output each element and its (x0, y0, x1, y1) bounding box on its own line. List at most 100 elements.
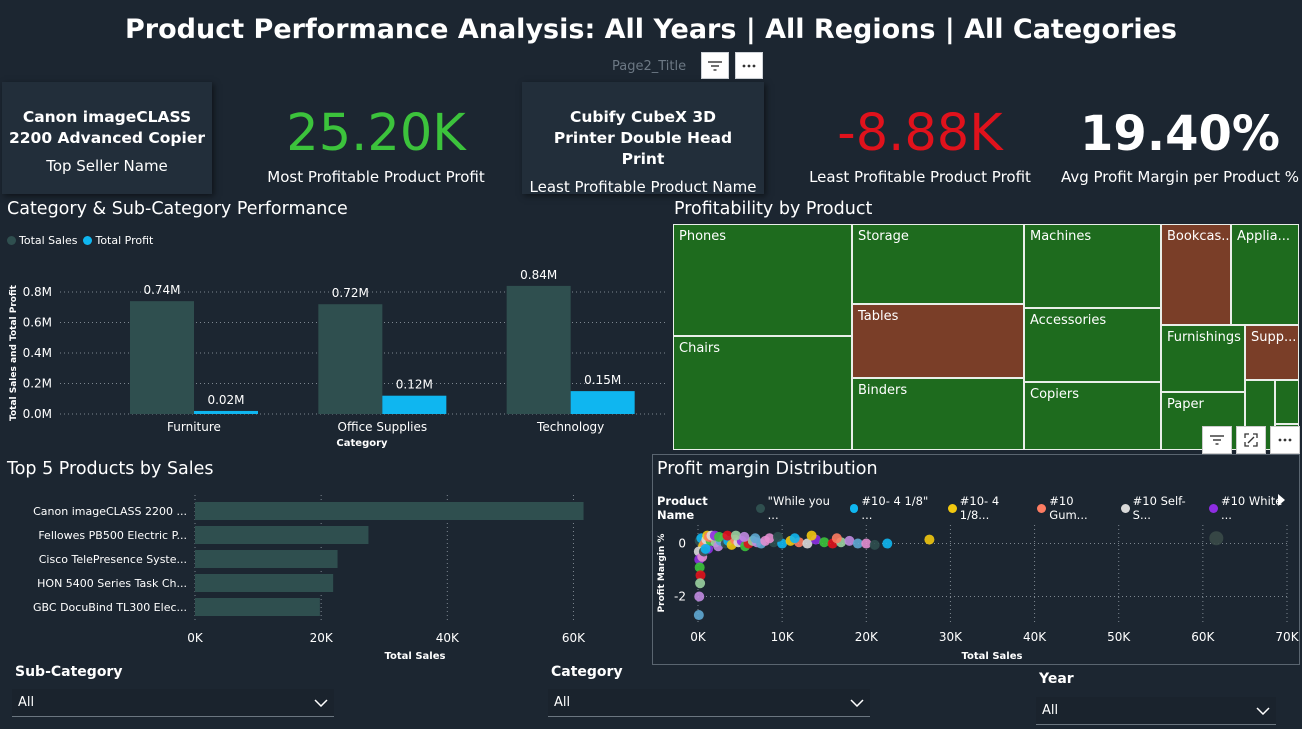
legend-dot (1209, 503, 1218, 513)
treemap-cell[interactable]: Phones (673, 224, 852, 336)
chevron-down-icon (850, 695, 864, 711)
product-bar[interactable] (195, 526, 369, 544)
treemap-cell[interactable]: Supp... (1245, 325, 1299, 380)
y-tick-label: 0.8M (23, 285, 52, 299)
x-tick-label: Office Supplies (338, 420, 428, 434)
profitability-treemap[interactable]: Phones Chairs Storage Tables Binders Machines… (673, 224, 1299, 450)
scatter-point[interactable] (819, 537, 830, 548)
kpi-most-profitable: 25.20K Most Profitable Product Profit (262, 82, 490, 194)
scatter-legend-title: Product Name (657, 494, 708, 522)
bar-data-label: 0.72M (332, 286, 369, 300)
scatter-point[interactable] (1209, 531, 1224, 546)
y-tick-label: GBC DocuBind TL300 Elec... (33, 601, 187, 614)
more-options-icon[interactable] (735, 52, 763, 79)
most-profitable-value: 25.20K (286, 104, 466, 163)
scatter-point[interactable] (695, 570, 706, 581)
scatter-point[interactable] (694, 591, 705, 602)
scatter-point[interactable] (739, 531, 750, 542)
scatter-chart-title: Profit margin Distribution (657, 459, 878, 479)
treemap-cell[interactable]: Chairs (673, 336, 852, 450)
treemap-cell[interactable]: Furnishings (1161, 325, 1245, 392)
treemap-cell[interactable]: Bookcas... (1161, 224, 1231, 325)
treemap-cell[interactable]: Storage (852, 224, 1024, 304)
x-tick-label: 20K (855, 630, 879, 644)
scatter-point[interactable] (694, 562, 705, 573)
scatter-point[interactable] (750, 533, 761, 544)
treemap-cell[interactable]: Copiers (1024, 382, 1161, 450)
category-bar-chart[interactable]: 0.0M 0.2M 0.4M 0.6M 0.8M Total Sales and Tota… (0, 250, 670, 455)
filter-icon[interactable] (701, 52, 729, 79)
kpi-least-profitable-name: Cubify CubeX 3D Printer Double Head Prin… (522, 82, 764, 196)
top5-bar-chart[interactable]: 0K 20K 40K 60K Canon imageCLASS 2200 ... Fell… (0, 490, 640, 665)
legend-dot (1120, 503, 1130, 513)
legend-item-label[interactable]: #10- 4 1/8" ... (861, 494, 929, 522)
treemap-cell[interactable]: Binders (852, 378, 1024, 450)
treemap-cell[interactable]: Machines (1024, 224, 1161, 308)
category-chart-title: Category & Sub-Category Performance (7, 199, 348, 219)
legend-item-label[interactable]: #10 Self-S... (1132, 494, 1186, 522)
least-profitable-caption: Least Profitable Product Profit (809, 168, 1031, 186)
scatter-point[interactable] (802, 538, 813, 549)
treemap-cell[interactable]: Tables (852, 304, 1024, 378)
bar-total-sales[interactable] (318, 304, 383, 414)
scatter-point[interactable] (844, 535, 855, 546)
scatter-point[interactable] (693, 610, 704, 621)
chevron-down-icon (314, 695, 328, 711)
visual-filter-icon[interactable] (1202, 426, 1232, 454)
scatter-point[interactable] (714, 531, 725, 542)
product-bar[interactable] (195, 574, 334, 592)
bar-data-label: 0.12M (396, 378, 433, 392)
least-profitable-name: Cubify CubeX 3D Printer Double Head Prin… (553, 108, 733, 168)
category-chart-legend: Total Sales Total Profit (7, 234, 153, 247)
legend-item-label[interactable]: #10 White ... (1220, 494, 1283, 522)
visual-more-options-icon[interactable] (1270, 426, 1300, 454)
bar-total-profit[interactable] (194, 410, 258, 414)
product-bar[interactable] (195, 502, 584, 520)
scatter-point[interactable] (924, 534, 935, 545)
scatter-point[interactable] (700, 543, 711, 554)
scatter-legend: Product Name "While you ... #10- 4 1/8" .… (657, 494, 1302, 522)
treemap-cell[interactable]: Applia... (1231, 224, 1299, 325)
scatter-point[interactable] (861, 538, 872, 549)
category-slicer-dropdown[interactable]: All (548, 689, 870, 717)
scatter-point[interactable] (806, 530, 817, 541)
scatter-point[interactable] (764, 533, 775, 544)
legend-item-label[interactable]: #10- 4 1/8... (959, 494, 1000, 522)
y-axis-title: Total Sales and Total Profit (9, 284, 19, 421)
legend-next-icon[interactable] (1276, 492, 1288, 506)
x-tick-label: 0K (690, 630, 707, 644)
treemap-cell[interactable]: Accessories (1024, 308, 1161, 382)
subcategory-slicer-dropdown[interactable]: All (12, 689, 334, 717)
product-bar[interactable] (195, 550, 338, 568)
scatter-point[interactable] (869, 539, 880, 550)
bar-total-profit[interactable] (570, 391, 635, 414)
scatter-point[interactable] (831, 533, 842, 544)
bar-total-sales[interactable] (130, 301, 194, 414)
y-tick-label: HON 5400 Series Task Ch... (37, 577, 187, 590)
scatter-point[interactable] (882, 538, 893, 549)
scatter-point[interactable] (722, 530, 733, 541)
x-tick-label: Furniture (167, 420, 221, 434)
page-subtitle: Page2_Title (612, 59, 687, 74)
scatter-point[interactable] (772, 531, 783, 542)
treemap-cell[interactable] (1275, 380, 1299, 424)
scatter-point[interactable] (695, 578, 706, 589)
scatter-point[interactable] (852, 538, 863, 549)
year-slicer-value: All (1042, 703, 1059, 718)
profit-margin-scatter[interactable]: 0 -2 0K 10K 20K 30K 40K 50K 60K 70K Profit Margin … (652, 515, 1300, 665)
scatter-point[interactable] (730, 530, 741, 541)
top-seller-caption: Top Seller Name (46, 157, 168, 175)
y-tick-label: 0.6M (23, 316, 52, 330)
bar-total-sales[interactable] (506, 285, 571, 414)
scatter-point[interactable] (789, 533, 800, 544)
legend-label-profit: Total Profit (95, 234, 154, 247)
focus-mode-icon[interactable] (1236, 426, 1266, 454)
chevron-down-icon (1256, 703, 1270, 719)
year-slicer-dropdown[interactable]: All (1036, 697, 1276, 725)
bar-total-profit[interactable] (382, 395, 447, 414)
x-tick-label: 60K (562, 631, 586, 645)
legend-item-label[interactable]: "While you ... (767, 494, 830, 522)
legend-item-label[interactable]: #10 Gum... (1049, 494, 1088, 522)
bar-data-label: 0.84M (520, 268, 557, 282)
product-bar[interactable] (195, 598, 320, 616)
